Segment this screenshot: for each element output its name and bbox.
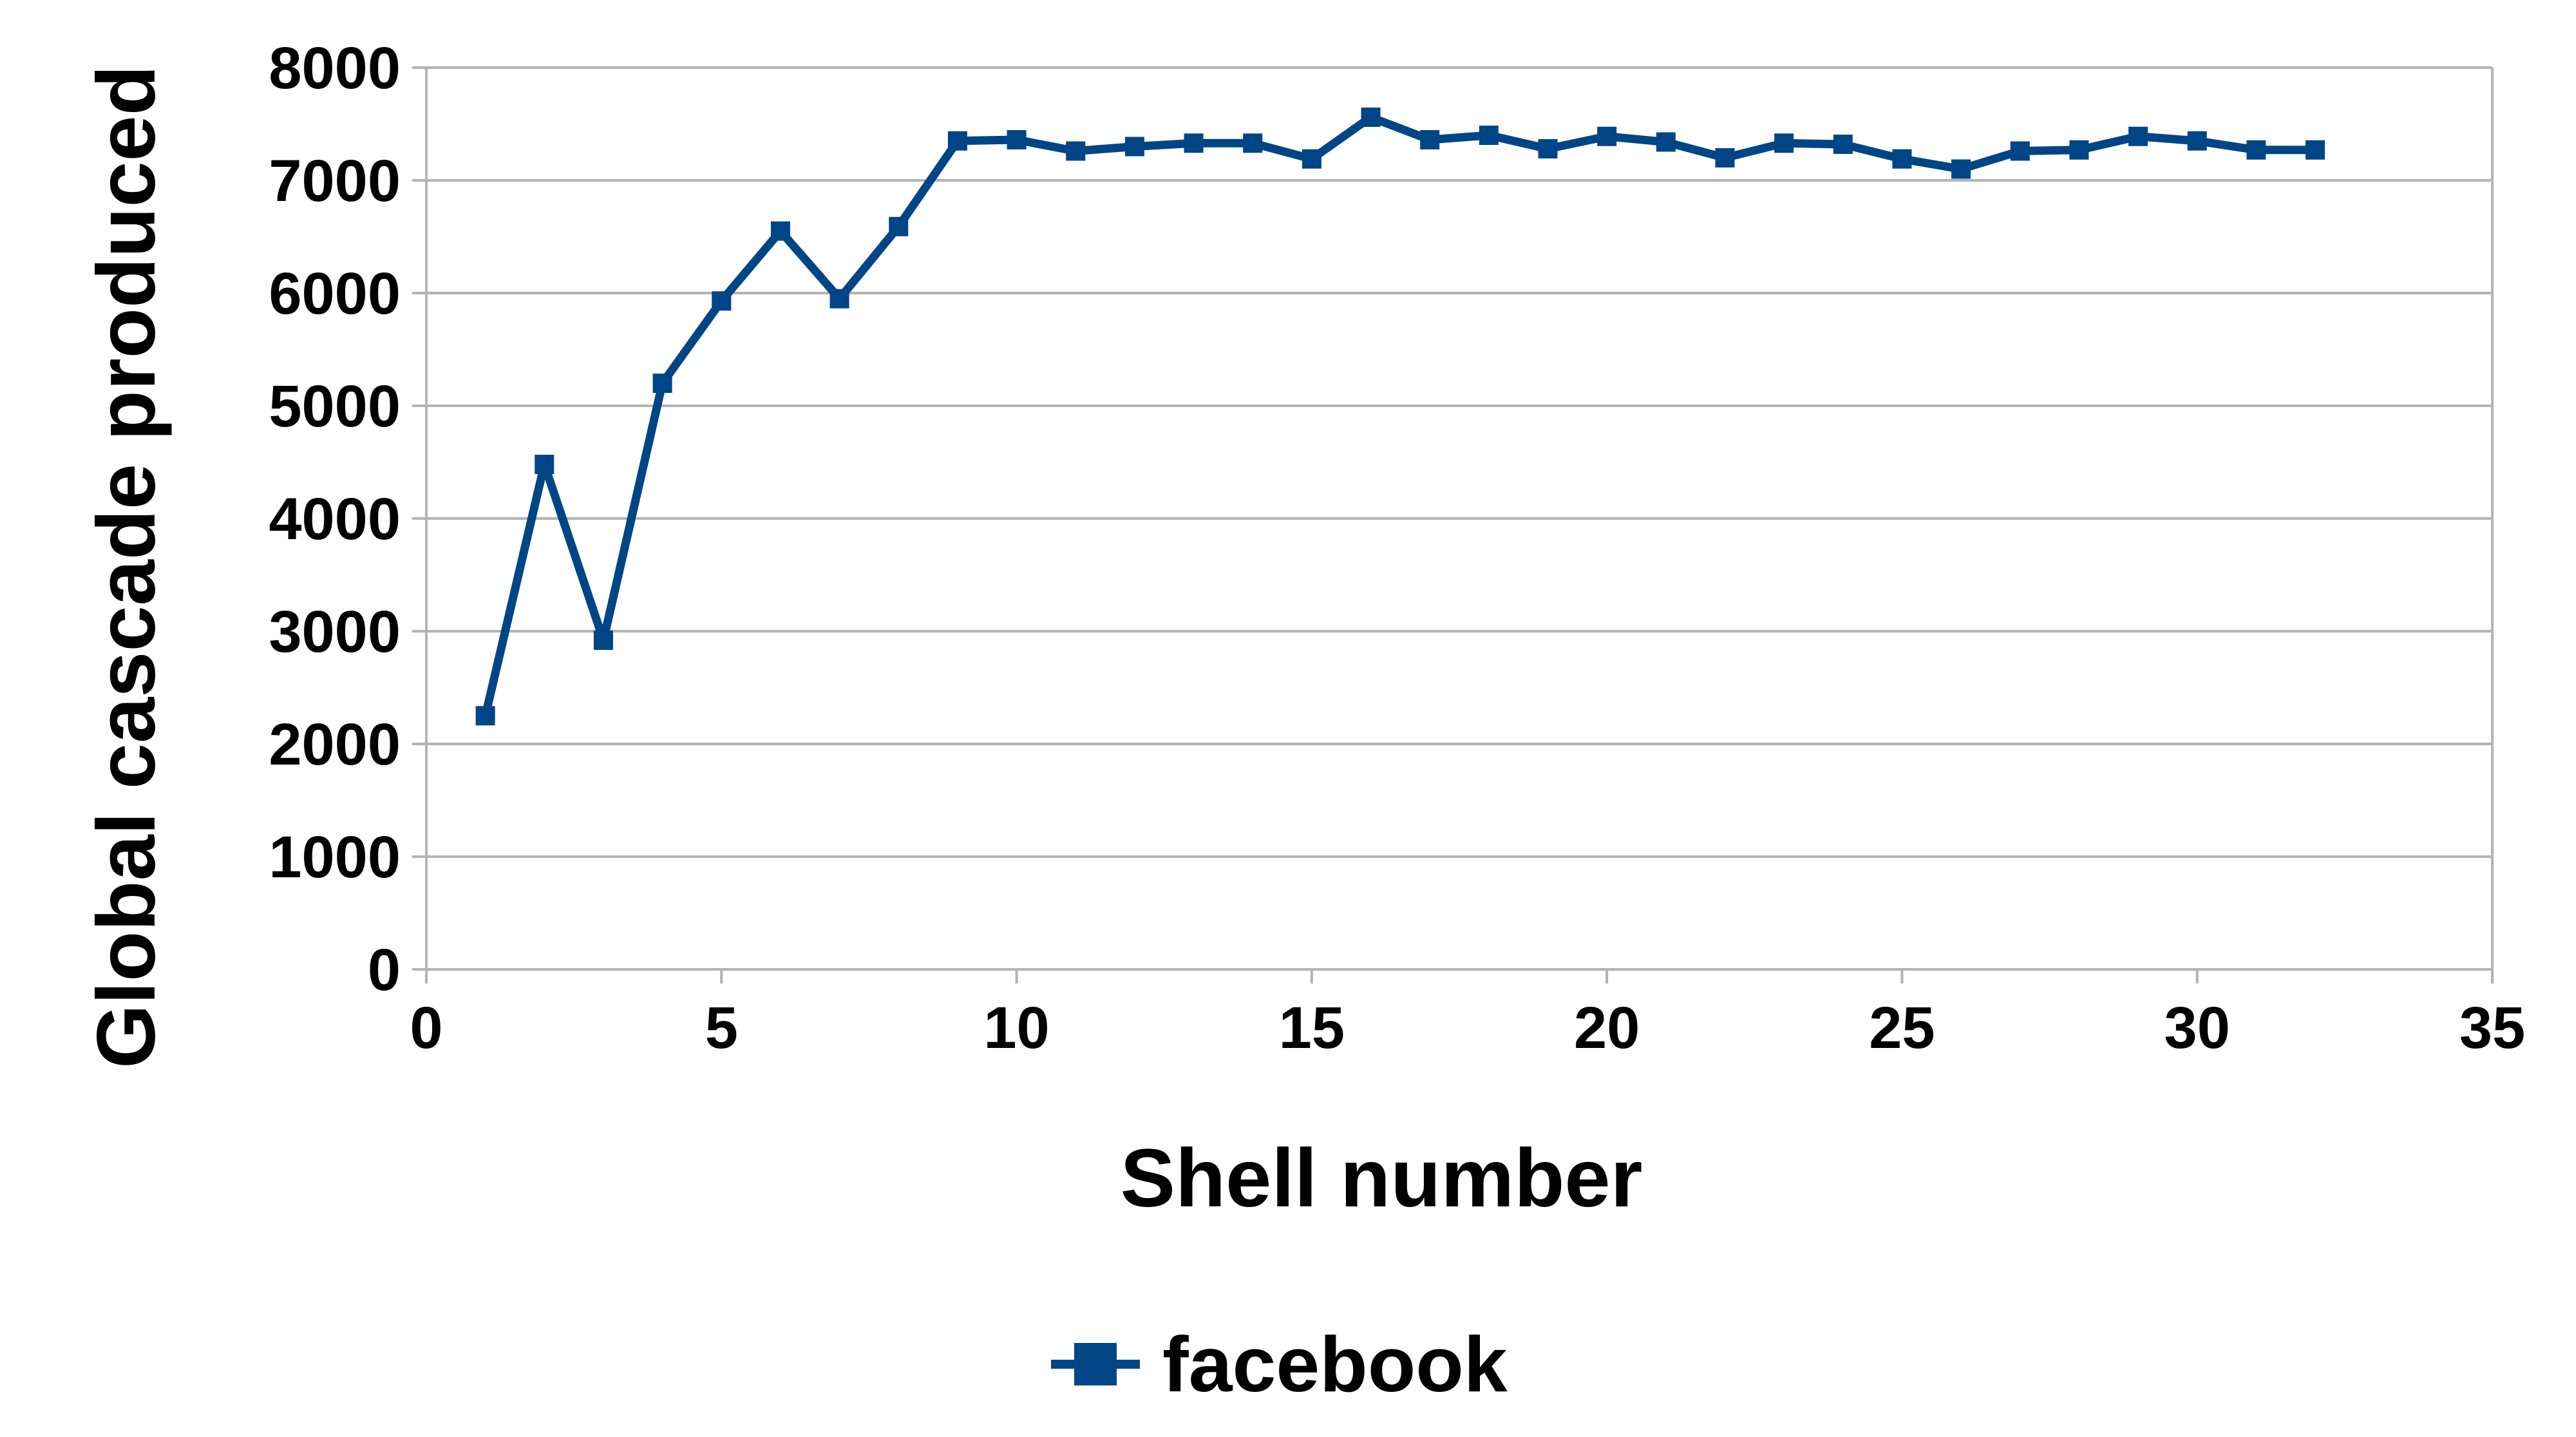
data-point-facebook-28 [2069,140,2089,160]
data-point-facebook-13 [1184,133,1204,153]
data-point-facebook-26 [1951,159,1971,179]
data-point-facebook-31 [2246,140,2266,160]
data-point-facebook-22 [1715,148,1735,167]
x-tick-label-0: 0 [410,995,442,1061]
legend-label-facebook: facebook [1162,1320,1508,1408]
data-point-facebook-10 [1007,130,1027,149]
y-tick-label-2000: 2000 [269,712,401,777]
data-point-facebook-24 [1833,135,1853,154]
data-point-facebook-18 [1479,126,1499,145]
y-tick-label-1000: 1000 [269,824,401,890]
data-point-facebook-1 [475,706,495,726]
data-point-facebook-12 [1124,137,1144,157]
y-tick-label-4000: 4000 [269,486,401,552]
series-layer [475,108,2325,726]
y-tick-label-6000: 6000 [269,261,401,327]
data-point-facebook-9 [947,131,967,151]
data-point-facebook-3 [593,631,613,650]
data-point-facebook-32 [2306,140,2325,160]
x-tick-label-25: 25 [1869,995,1935,1061]
data-point-facebook-4 [652,374,672,393]
data-point-facebook-25 [1892,149,1912,169]
x-tick-label-10: 10 [983,995,1049,1061]
x-tick-label-15: 15 [1279,995,1345,1061]
x-axis-label: Shell number [1121,1132,1643,1224]
data-point-facebook-2 [535,455,554,474]
data-point-facebook-20 [1597,126,1617,146]
y-tick-labels: 0 1000 2000 3000 4000 5000 6000 7000 8000 [269,35,401,1003]
y-tick-label-3000: 3000 [269,599,401,665]
data-point-facebook-7 [829,289,849,309]
data-point-facebook-5 [712,291,732,311]
data-point-facebook-16 [1361,108,1381,127]
y-tick-label-8000: 8000 [269,35,401,101]
y-axis-label: Global cascade produced [80,65,173,1069]
data-point-facebook-14 [1243,133,1263,153]
data-point-facebook-8 [889,216,909,236]
data-point-facebook-11 [1066,141,1086,161]
x-tick-label-35: 35 [2459,995,2525,1061]
x-tick-label-5: 5 [705,995,738,1061]
y-tick-label-5000: 5000 [269,374,401,439]
y-tick-label-7000: 7000 [269,148,401,214]
data-point-facebook-6 [770,221,790,241]
x-tick-labels: 0 5 10 15 20 25 30 35 [410,995,2525,1061]
legend: facebook [1051,1320,1508,1408]
series-line-facebook [481,113,2320,720]
grid-lines [426,66,2492,971]
data-point-facebook-15 [1302,149,1321,169]
axes [412,66,2494,984]
data-point-facebook-27 [2010,141,2030,161]
legend-marker-swatch [1074,1343,1117,1385]
data-point-facebook-30 [2187,131,2207,151]
data-point-facebook-23 [1774,133,1794,153]
data-point-facebook-21 [1656,132,1676,152]
x-tick-label-30: 30 [2164,995,2230,1061]
x-tick-label-20: 20 [1574,995,1640,1061]
data-point-facebook-19 [1538,139,1558,158]
data-point-facebook-29 [2128,126,2148,146]
y-tick-label-0: 0 [368,937,401,1003]
data-point-facebook-17 [1420,130,1440,149]
